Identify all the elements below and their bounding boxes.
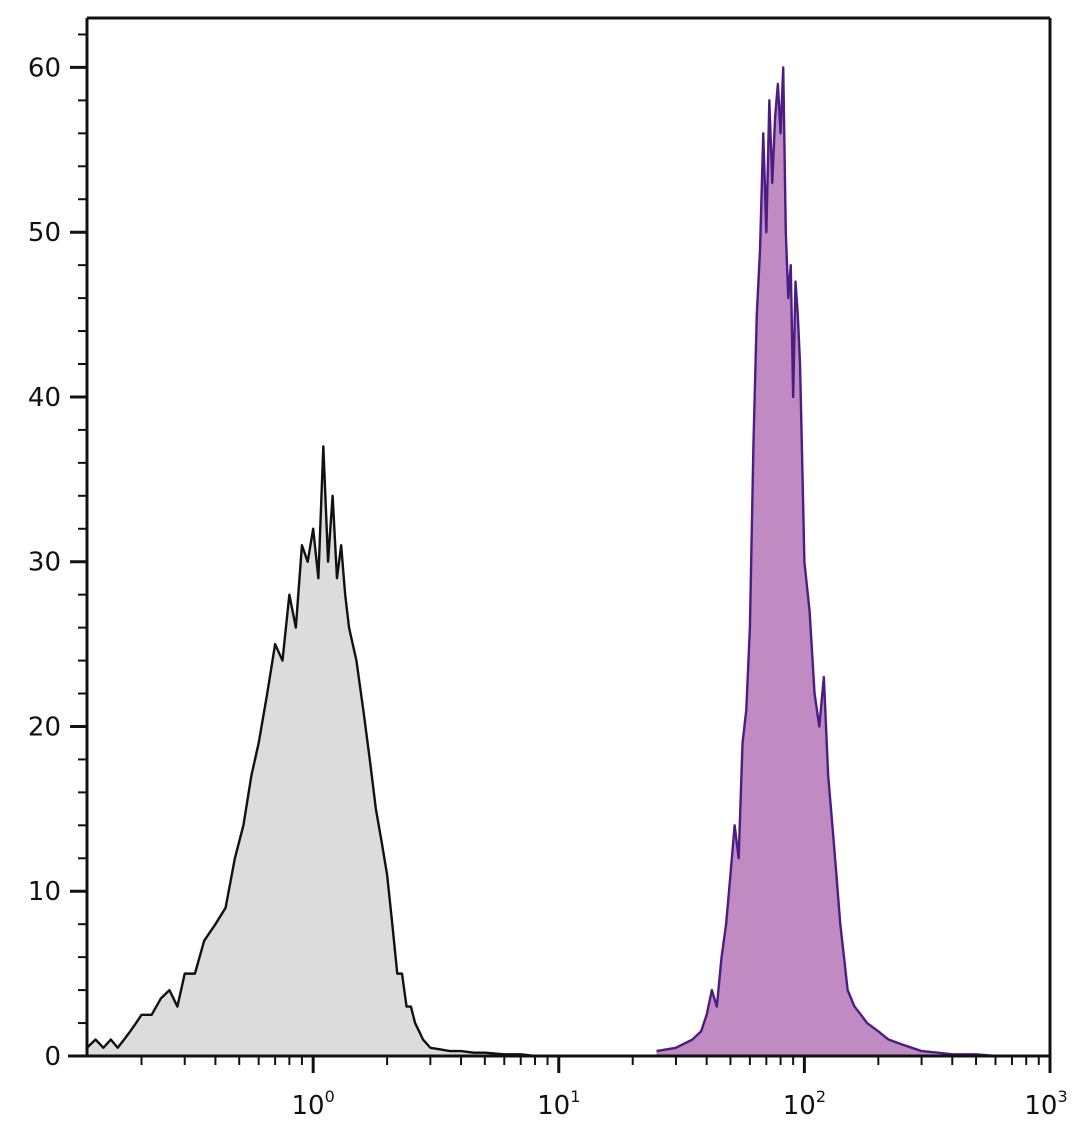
y-tick-label: 10 (28, 877, 61, 907)
x-tick-label: 101 (537, 1087, 580, 1121)
axes-layer (68, 16, 1052, 1058)
x-tick-label: 103 (1024, 1087, 1067, 1121)
tick-labels-layer: 0 10 20 30 40 50 60 100 101 102 103 (28, 53, 1068, 1121)
x-tick-label: 102 (783, 1087, 826, 1121)
y-tick-label: 60 (28, 53, 61, 83)
y-tick-label: 50 (28, 218, 61, 248)
x-tick-label: 100 (292, 1087, 335, 1121)
series-2-line (656, 66, 996, 1058)
y-tick-label: 30 (28, 548, 61, 578)
y-tick-label: 20 (28, 712, 61, 742)
ticks-layer (70, 33, 1052, 1073)
series-1-line (86, 445, 536, 1058)
y-tick-label: 0 (44, 1042, 61, 1072)
series-1-area (87, 446, 535, 1056)
y-tick-label: 40 (28, 383, 61, 413)
series-2-area (656, 67, 996, 1057)
series-layer (86, 66, 996, 1058)
